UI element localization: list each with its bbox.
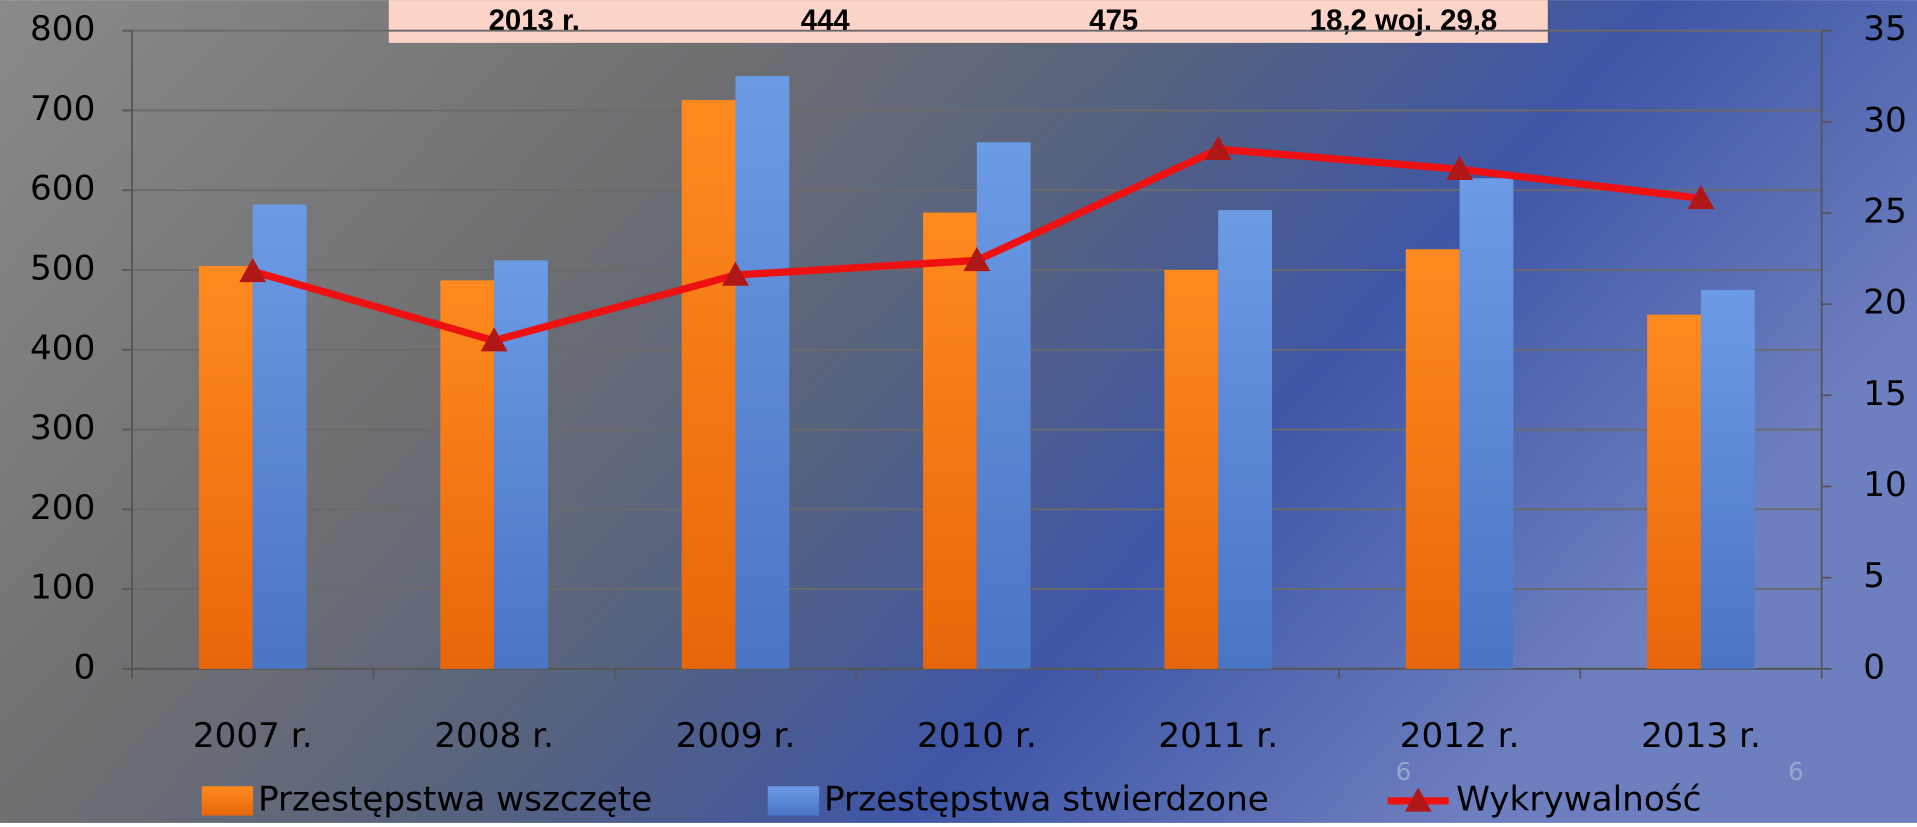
marker xyxy=(722,261,749,286)
bar xyxy=(1700,289,1755,669)
bar xyxy=(1164,269,1219,669)
bar xyxy=(681,100,736,669)
x-tick-label: 2013 r. xyxy=(1641,716,1761,756)
y-tick-label: 600 xyxy=(30,169,95,209)
slide-number: 6 xyxy=(1396,757,1412,786)
x-tick-label: 2008 r. xyxy=(434,716,554,756)
marker xyxy=(1687,184,1715,210)
bar xyxy=(923,212,977,669)
y2-tick-label: 20 xyxy=(1863,283,1907,323)
x-tick-label: 2011 r. xyxy=(1158,716,1278,756)
y-tick-label: 500 xyxy=(30,248,95,288)
y-tick-label: 800 xyxy=(30,9,95,49)
legend-label: Przestępstwa wszczęte xyxy=(258,779,652,819)
legend-marker xyxy=(1404,787,1432,812)
y2-tick-label: 30 xyxy=(1863,100,1907,140)
bar xyxy=(1459,178,1514,669)
legend-swatch xyxy=(201,786,254,816)
bar xyxy=(1218,210,1273,669)
x-tick-label: 2012 r. xyxy=(1400,716,1520,756)
bar xyxy=(1647,314,1701,669)
y2-tick-label: 15 xyxy=(1863,374,1907,414)
y2-tick-label: 25 xyxy=(1863,192,1907,232)
bar xyxy=(735,76,790,669)
bar xyxy=(198,265,253,669)
legend-label: Wykrywalność xyxy=(1456,779,1701,819)
bar xyxy=(976,142,1031,669)
header-cell: 475 xyxy=(1089,4,1138,37)
y-tick-label: 0 xyxy=(74,647,96,687)
legend-swatch xyxy=(767,786,820,816)
header-cell: 444 xyxy=(801,4,851,37)
y2-tick-label: 10 xyxy=(1863,465,1907,505)
y-tick-label: 200 xyxy=(30,488,95,528)
x-tick-label: 2007 r. xyxy=(193,716,313,756)
y-tick-label: 400 xyxy=(30,328,95,368)
marker xyxy=(480,327,508,352)
x-tick-label: 2010 r. xyxy=(917,716,1037,756)
bar xyxy=(1405,249,1460,669)
y2-tick-label: 35 xyxy=(1863,9,1907,49)
y2-tick-label: 5 xyxy=(1863,556,1885,596)
bar xyxy=(494,260,548,669)
header-cell: 2013 r. xyxy=(489,4,580,37)
y-tick-label: 100 xyxy=(30,568,95,608)
marker xyxy=(1446,155,1474,181)
header-bar xyxy=(388,0,1548,43)
y2-tick-label: 0 xyxy=(1863,647,1885,687)
y-tick-label: 700 xyxy=(30,89,95,129)
y-tick-label: 300 xyxy=(30,408,95,448)
marker xyxy=(239,257,267,283)
legend-label: Przestępstwa stwierdzone xyxy=(824,779,1269,819)
header-cell: 18,2 woj. 29,8 xyxy=(1310,4,1497,37)
marker xyxy=(963,246,991,272)
x-tick-label: 2009 r. xyxy=(676,716,796,756)
marker xyxy=(1204,135,1232,160)
slide-number: 6 xyxy=(1788,757,1804,786)
